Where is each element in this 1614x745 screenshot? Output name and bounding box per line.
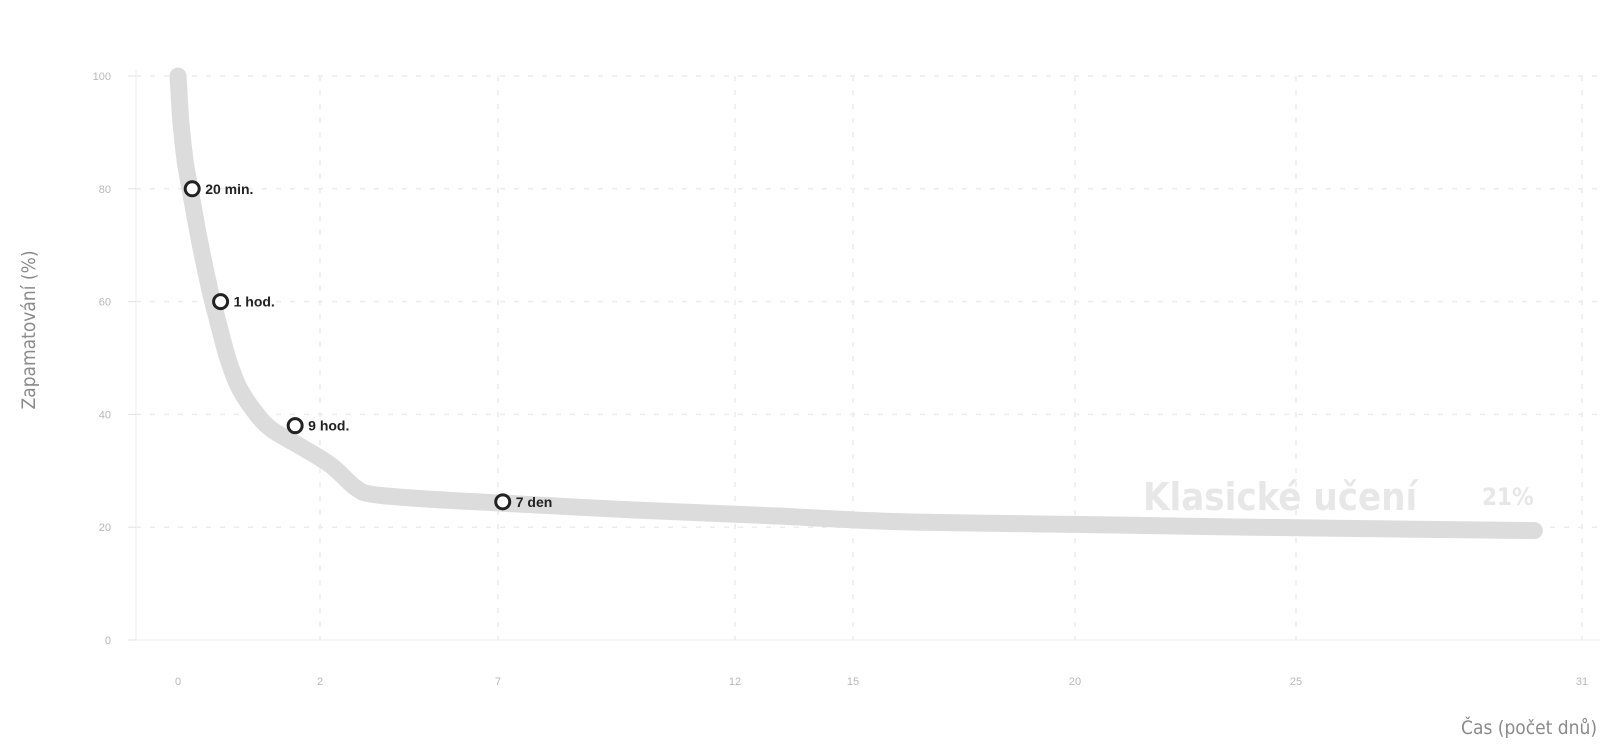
x-tick-label: 2 <box>317 676 323 688</box>
grid <box>136 75 1600 640</box>
x-tick-label: 7 <box>495 676 501 688</box>
y-tick-label: 80 <box>99 184 111 196</box>
point-marker <box>212 293 230 311</box>
point-marker <box>494 493 512 511</box>
y-tick-label: 60 <box>99 297 111 309</box>
series-group <box>169 67 1543 540</box>
series-label: Klasické učení <box>1143 475 1420 519</box>
axes <box>135 70 1600 641</box>
highlighted-points: 20 min. 1 hod. 9 hod. 7 den <box>183 180 553 511</box>
x-tick-labels: 0 2 7 12 15 20 25 31 <box>175 676 1588 688</box>
y-tick-label: 0 <box>105 635 111 647</box>
x-tick-label: 15 <box>847 676 859 688</box>
x-tick-label: 12 <box>729 676 741 688</box>
x-tick-label: 0 <box>175 676 181 688</box>
point-label: 7 den <box>516 494 553 510</box>
x-tick-label: 31 <box>1576 676 1588 688</box>
point-marker <box>286 417 304 435</box>
y-tick-labels: 0 20 40 60 80 100 <box>93 71 136 647</box>
y-axis-title: Zapamatování (%) <box>18 251 40 410</box>
y-tick-label: 40 <box>99 409 111 421</box>
y-tick-label: 20 <box>99 522 111 534</box>
x-axis-title: Čas (počet dnů) <box>1461 715 1597 739</box>
point-label: 20 min. <box>205 181 253 197</box>
point-label: 9 hod. <box>308 418 349 434</box>
x-tick-label: 25 <box>1290 676 1302 688</box>
series-end-value: 21% <box>1482 483 1534 511</box>
y-tick-label: 100 <box>93 71 111 83</box>
point-label: 1 hod. <box>234 294 275 310</box>
point-marker <box>183 180 201 198</box>
series-line <box>169 67 1543 540</box>
x-tick-label: 20 <box>1069 676 1081 688</box>
